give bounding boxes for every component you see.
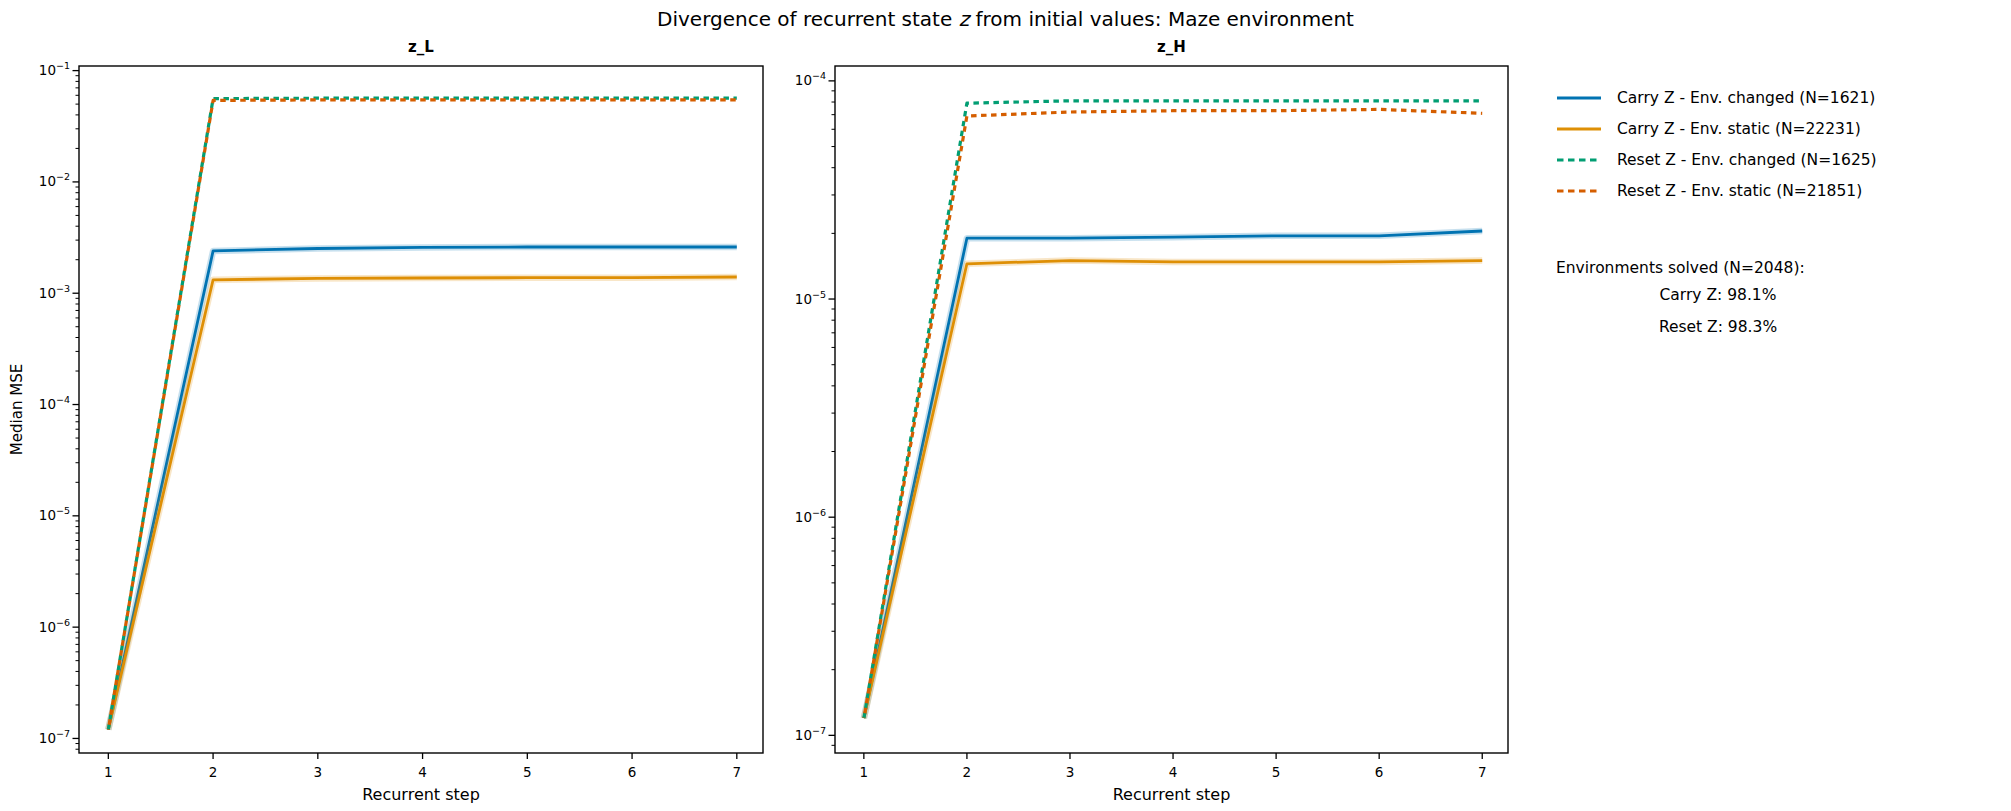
legend-item: Reset Z - Env. static (N=21851) [1556, 175, 1877, 206]
x-tick-label: 2 [209, 764, 218, 780]
y-tick-label: 10−3 [39, 283, 70, 301]
series-band [108, 277, 737, 730]
legend: Carry Z - Env. changed (N=1621) Carry Z -… [1556, 82, 1877, 206]
y-tick-label: 10−5 [795, 289, 826, 307]
y-tick-label: 10−7 [39, 728, 70, 746]
x-axis: 1 2 3 4 5 6 7 [104, 753, 741, 780]
x-axis-label: Recurrent step [362, 785, 480, 804]
y-tick-label: 10−6 [795, 507, 826, 525]
line-dashed-orange-icon [1556, 187, 1602, 195]
y-tick-label: 10−7 [795, 725, 826, 743]
environments-solved-heading: Environments solved (N=2048): [1556, 257, 1880, 279]
x-tick-label: 6 [1375, 764, 1384, 780]
series-line-1 [108, 277, 737, 730]
series-line-3 [108, 100, 737, 730]
series-band [864, 261, 1482, 718]
y-tick-label: 10−6 [39, 617, 70, 635]
series-line-2 [864, 101, 1482, 718]
y-axis-label: Median MSE [8, 364, 26, 455]
x-tick-label: 2 [963, 764, 972, 780]
x-tick-label: 1 [104, 764, 113, 780]
y-tick-label: 10−4 [795, 70, 826, 88]
series-path [864, 101, 1482, 718]
x-tick-label: 7 [733, 764, 742, 780]
line-solid-blue-icon [1556, 94, 1602, 102]
x-tick-label: 4 [1169, 764, 1178, 780]
legend-label: Carry Z - Env. changed (N=1621) [1617, 89, 1875, 107]
subplot-title: z_L [408, 38, 434, 56]
subplot-z-h: 10−4 10−5 10−6 10−7 1 2 3 4 5 6 7 z_H Recurrent step [795, 38, 1508, 804]
x-tick-label: 1 [860, 764, 869, 780]
legend-item: Carry Z - Env. static (N=22231) [1556, 113, 1877, 144]
series-path [864, 261, 1482, 718]
series-path [108, 98, 737, 729]
y-axis: 10−4 10−5 10−6 10−7 [795, 70, 835, 745]
y-axis: 10−1 10−2 10−3 10−4 10−5 10−6 10−7 [39, 60, 79, 749]
line-dashed-teal-icon [1556, 156, 1602, 164]
x-tick-label: 3 [314, 764, 323, 780]
x-tick-label: 5 [523, 764, 532, 780]
figure: Divergence of recurrent state z from ini… [0, 0, 2011, 811]
subplot-title: z_H [1157, 38, 1186, 56]
series-path [864, 109, 1482, 718]
reset-z-solved-value: Reset Z: 98.3% [1556, 311, 1880, 343]
y-tick-label: 10−1 [39, 60, 70, 78]
series-path [108, 100, 737, 730]
series-line-1 [864, 261, 1482, 718]
series-path [108, 277, 737, 730]
y-tick-label: 10−5 [39, 505, 70, 523]
x-tick-label: 7 [1478, 764, 1487, 780]
series-line-3 [864, 109, 1482, 718]
x-tick-label: 4 [418, 764, 427, 780]
legend-item: Carry Z - Env. changed (N=1621) [1556, 82, 1877, 113]
legend-item: Reset Z - Env. changed (N=1625) [1556, 144, 1877, 175]
x-tick-label: 3 [1066, 764, 1075, 780]
legend-label: Reset Z - Env. changed (N=1625) [1617, 151, 1877, 169]
x-axis: 1 2 3 4 5 6 7 [860, 753, 1487, 780]
legend-label: Carry Z - Env. static (N=22231) [1617, 120, 1861, 138]
carry-z-solved-value: Carry Z: 98.1% [1556, 279, 1880, 311]
legend-label: Reset Z - Env. static (N=21851) [1617, 182, 1862, 200]
x-tick-label: 6 [628, 764, 637, 780]
x-axis-label: Recurrent step [1113, 785, 1231, 804]
environments-solved-text: Environments solved (N=2048): Carry Z: 9… [1556, 257, 1880, 343]
line-solid-amber-icon [1556, 125, 1602, 133]
y-tick-label: 10−2 [39, 171, 70, 189]
series-line-2 [108, 98, 737, 729]
x-tick-label: 5 [1272, 764, 1281, 780]
y-tick-label: 10−4 [39, 394, 70, 412]
subplot-z-l: 10−1 10−2 10−3 10−4 10−5 10−6 10−7 1 2 3 4 5 6 7 z_L Re… [8, 38, 763, 804]
